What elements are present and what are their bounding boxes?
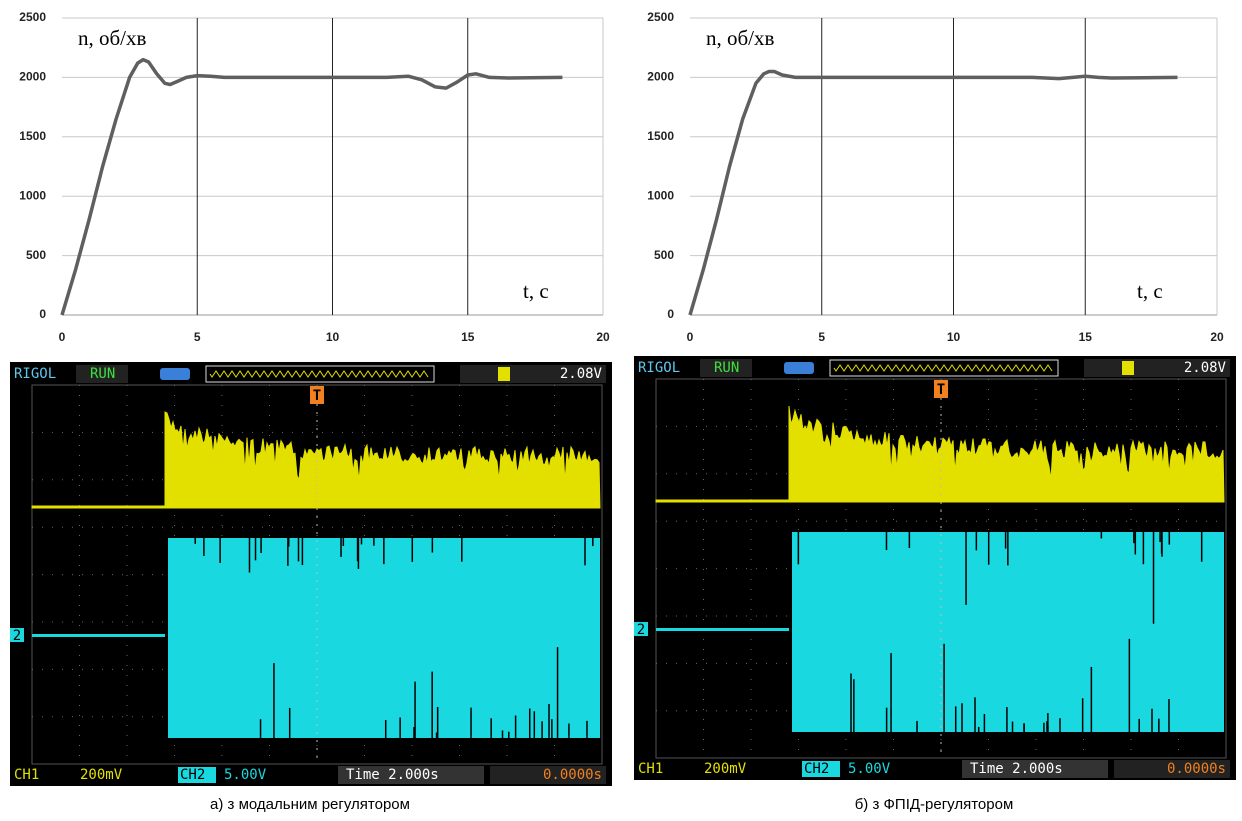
x-axis-label: t, с (523, 279, 549, 303)
y-tick-label: 1000 (19, 188, 46, 202)
y-tick-label: 2500 (647, 10, 674, 24)
y-tick-label: 500 (26, 248, 46, 262)
caption: б) з ФПІД-регулятором (855, 796, 1014, 813)
figure: 0500100015002000250005101520n, об/хвt, с… (0, 0, 1242, 821)
ch1-label: CH1 (638, 761, 663, 777)
x-tick-label: 20 (1210, 330, 1224, 344)
y-tick-label: 0 (39, 307, 46, 321)
ch1-label: CH1 (14, 767, 39, 783)
x-tick-label: 0 (687, 330, 694, 344)
ch2-baseline (32, 634, 165, 637)
x-tick-label: 10 (326, 330, 340, 344)
trigger-marker: T (313, 388, 321, 404)
ch2-scale: 5.00V (224, 767, 267, 783)
scope-brand: RIGOL (14, 366, 56, 382)
ch1-scale: 200mV (704, 761, 747, 777)
ch-badge (498, 367, 510, 381)
y-tick-label: 2000 (19, 70, 46, 84)
y-tick-label: 1500 (647, 129, 674, 143)
x-tick-label: 5 (194, 330, 201, 344)
time-offset: 0.0000s (543, 767, 602, 783)
oscilloscope: RIGOL RUN 2.08V T 2 CH1 200mV CH2 5.00V Time 2.00… (634, 356, 1236, 780)
x-tick-label: 5 (818, 330, 825, 344)
time-offset: 0.0000s (1167, 761, 1226, 777)
x-tick-label: 0 (59, 330, 66, 344)
y-tick-label: 1000 (647, 188, 674, 202)
y-tick-label: 2000 (647, 70, 674, 84)
battery-icon (160, 368, 190, 380)
ch2-marker: 2 (637, 622, 645, 638)
trigger-marker: T (937, 382, 945, 398)
ch2-scale: 5.00V (848, 761, 891, 777)
trigger-level: 2.08V (1184, 360, 1227, 376)
y-axis-label: n, об/хв (706, 26, 775, 50)
battery-icon (784, 362, 814, 374)
ch2-baseline (656, 628, 789, 631)
y-tick-label: 0 (667, 307, 674, 321)
x-tick-label: 20 (596, 330, 610, 344)
data-line (62, 60, 562, 315)
y-tick-label: 2500 (19, 10, 46, 24)
y-tick-label: 500 (654, 248, 674, 262)
x-axis-label: t, с (1137, 279, 1163, 303)
y-axis-label: n, об/хв (78, 26, 147, 50)
scope-brand: RIGOL (638, 360, 680, 376)
data-line (690, 72, 1178, 316)
x-tick-label: 15 (461, 330, 475, 344)
ch2-trace (168, 538, 600, 738)
scope-status: RUN (714, 360, 739, 376)
trigger-level: 2.08V (560, 366, 603, 382)
ch2-marker: 2 (13, 628, 21, 644)
x-tick-label: 10 (947, 330, 961, 344)
ch-badge (1122, 361, 1134, 375)
time-base: Time 2.000s (970, 761, 1063, 777)
scope-status: RUN (90, 366, 115, 382)
ch2-label: CH2 (804, 761, 829, 777)
caption: а) з модальним регулятором (210, 796, 410, 813)
ch2-label: CH2 (180, 767, 205, 783)
y-tick-label: 1500 (19, 129, 46, 143)
time-base: Time 2.000s (346, 767, 439, 783)
ch1-scale: 200mV (80, 767, 123, 783)
x-tick-label: 15 (1079, 330, 1093, 344)
oscilloscope: RIGOL RUN 2.08V T 2 CH1 200mV CH2 5.00V Time 2.00… (10, 362, 612, 786)
